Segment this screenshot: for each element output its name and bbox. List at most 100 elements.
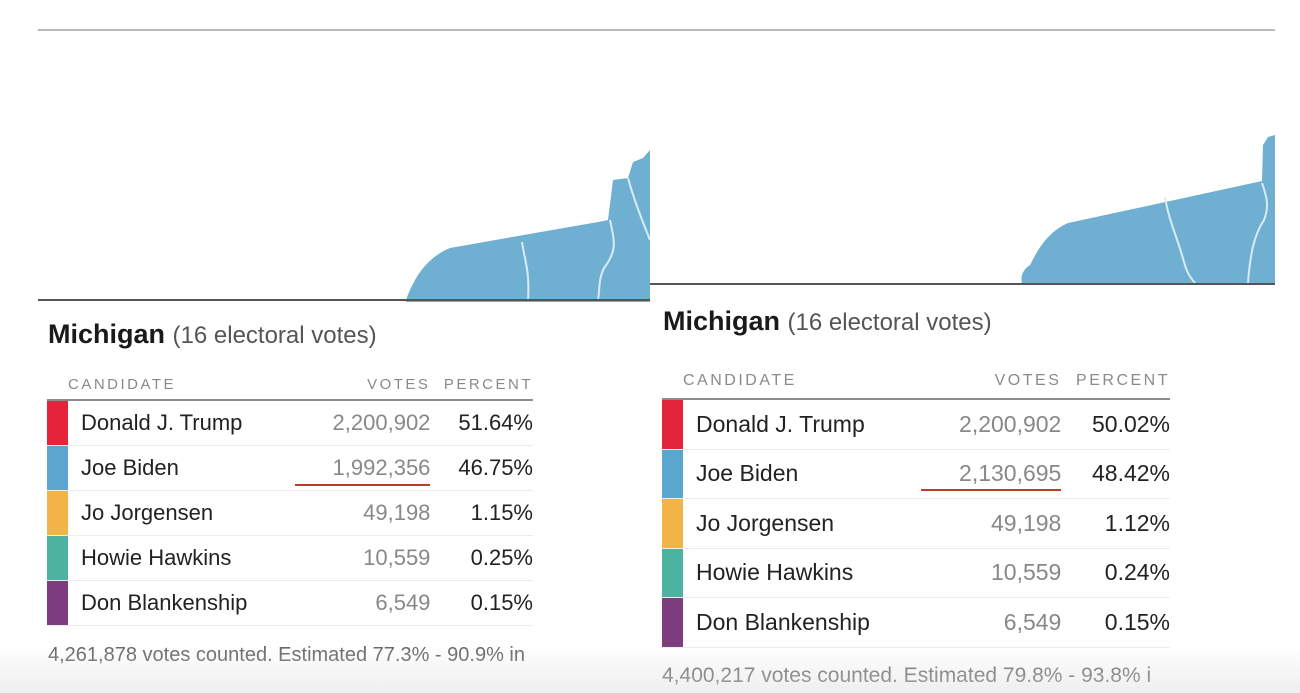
candidate-name: Donald J. Trump xyxy=(68,400,275,446)
party-color-swatch xyxy=(47,445,68,491)
vote-count: 6,549 xyxy=(1003,608,1062,635)
vote-count-cell: 49,198 xyxy=(274,490,431,536)
vote-percent: 46.75% xyxy=(430,445,533,491)
color-bar xyxy=(47,491,68,535)
state-map[interactable] xyxy=(650,125,1275,287)
vote-count: 10,559 xyxy=(991,559,1062,586)
header-candidate[interactable]: CANDIDATE xyxy=(662,364,900,400)
party-color-swatch xyxy=(662,597,683,648)
vote-count-cell: 6,549 xyxy=(899,597,1062,648)
vote-percent: 48.42% xyxy=(1061,449,1170,499)
vote-count: 2,200,902 xyxy=(332,410,431,435)
candidate-name: Jo Jorgensen xyxy=(683,498,900,549)
table-row[interactable]: Jo Jorgensen 49,198 1.15% xyxy=(47,490,533,536)
vote-count-cell: 2,200,902 xyxy=(899,399,1062,450)
state-title: Michigan (16 electoral votes) xyxy=(48,319,377,350)
candidate-name: Don Blankenship xyxy=(68,580,275,626)
party-color-swatch xyxy=(662,449,683,499)
vote-count-cell: 10,559 xyxy=(274,535,431,581)
vote-count-cell: 10,559 xyxy=(899,548,1062,598)
table-row[interactable]: Howie Hawkins 10,559 0.25% xyxy=(47,535,533,581)
vote-percent: 0.24% xyxy=(1061,548,1170,598)
vote-count: 6,549 xyxy=(375,590,431,615)
candidate-name: Don Blankenship xyxy=(683,597,900,648)
state-map[interactable] xyxy=(38,150,650,302)
state-shape xyxy=(406,150,650,302)
party-color-swatch xyxy=(47,400,68,446)
header-percent[interactable]: PERCENT xyxy=(1061,364,1170,400)
table-row[interactable]: Joe Biden 2,130,695 48.42% xyxy=(662,449,1170,499)
table-row[interactable]: Joe Biden 1,992,356 46.75% xyxy=(47,445,533,491)
state-shape xyxy=(1021,135,1275,285)
table-row[interactable]: Don Blankenship 6,549 0.15% xyxy=(47,580,533,626)
candidate-name: Joe Biden xyxy=(68,445,275,491)
candidate-name: Joe Biden xyxy=(683,449,900,499)
table-row[interactable]: Jo Jorgensen 49,198 1.12% xyxy=(662,498,1170,549)
table-row[interactable]: Donald J. Trump 2,200,902 50.02% xyxy=(662,399,1170,450)
color-bar xyxy=(662,499,683,548)
vote-percent: 0.25% xyxy=(430,535,533,581)
candidate-name: Jo Jorgensen xyxy=(68,490,275,536)
color-bar xyxy=(662,449,683,498)
color-bar xyxy=(662,400,683,449)
county-border xyxy=(1247,182,1269,284)
vote-count: 1,992,356 xyxy=(294,456,431,486)
vote-percent: 1.15% xyxy=(430,490,533,536)
party-color-swatch xyxy=(662,399,683,450)
table-row[interactable]: Donald J. Trump 2,200,902 51.64% xyxy=(47,400,533,446)
table-row[interactable]: Don Blankenship 6,549 0.15% xyxy=(662,597,1170,648)
vote-count: 2,130,695 xyxy=(921,461,1062,492)
party-color-swatch xyxy=(662,498,683,549)
vote-percent: 50.02% xyxy=(1061,399,1170,450)
table-header: CANDIDATE VOTES PERCENT xyxy=(47,370,533,401)
results-panel-before: Michigan (16 electoral votes) CANDIDATE … xyxy=(38,150,650,666)
candidate-name: Howie Hawkins xyxy=(68,535,275,581)
table-header: CANDIDATE VOTES PERCENT xyxy=(662,364,1170,400)
color-bar xyxy=(662,548,683,597)
state-title: Michigan (16 electoral votes) xyxy=(663,306,992,337)
header-candidate[interactable]: CANDIDATE xyxy=(47,370,275,401)
vote-count-cell: 2,200,902 xyxy=(274,400,431,446)
vote-count: 49,198 xyxy=(991,509,1062,536)
header-percent[interactable]: PERCENT xyxy=(430,370,533,401)
results-table: CANDIDATE VOTES PERCENT Donald J. Trump 2… xyxy=(662,364,1170,648)
header-votes[interactable]: VOTES xyxy=(899,364,1062,400)
state-name: Michigan xyxy=(48,319,166,349)
candidate-name: Howie Hawkins xyxy=(683,548,900,598)
party-color-swatch xyxy=(47,535,68,581)
vote-percent: 0.15% xyxy=(430,580,533,626)
top-divider xyxy=(38,29,1275,31)
vote-percent: 51.64% xyxy=(430,400,533,446)
color-bar xyxy=(47,401,68,445)
vote-count-cell: 1,992,356 xyxy=(274,445,431,491)
county-border xyxy=(597,219,615,301)
party-color-swatch xyxy=(47,490,68,536)
table-row[interactable]: Howie Hawkins 10,559 0.24% xyxy=(662,548,1170,598)
header-votes[interactable]: VOTES xyxy=(274,370,431,401)
party-color-swatch xyxy=(662,548,683,598)
results-panel-after: Michigan (16 electoral votes) CANDIDATE … xyxy=(650,0,1300,693)
electoral-votes: (16 electoral votes) xyxy=(172,322,377,349)
color-bar xyxy=(662,598,683,647)
vote-count: 2,200,902 xyxy=(959,410,1062,437)
votes-counted-status: 4,261,878 votes counted. Estimated 77.3%… xyxy=(48,644,525,666)
candidate-name: Donald J. Trump xyxy=(683,399,900,450)
vote-count: 10,559 xyxy=(363,545,431,570)
results-table: CANDIDATE VOTES PERCENT Donald J. Trump 2… xyxy=(47,370,533,626)
county-border xyxy=(627,177,650,241)
party-color-swatch xyxy=(47,580,68,626)
color-bar xyxy=(47,536,68,580)
vote-percent: 0.15% xyxy=(1061,597,1170,648)
county-border xyxy=(521,241,530,301)
electoral-votes: (16 electoral votes) xyxy=(787,309,992,336)
color-bar xyxy=(47,446,68,490)
vote-count-cell: 2,130,695 xyxy=(899,449,1062,499)
state-name: Michigan xyxy=(663,306,781,336)
vote-count: 49,198 xyxy=(363,500,431,525)
vote-count-cell: 6,549 xyxy=(274,580,431,626)
color-bar xyxy=(47,581,68,625)
vote-percent: 1.12% xyxy=(1061,498,1170,549)
county-border xyxy=(1164,196,1196,284)
vote-count-cell: 49,198 xyxy=(899,498,1062,549)
votes-counted-status: 4,400,217 votes counted. Estimated 79.8%… xyxy=(662,664,1152,687)
